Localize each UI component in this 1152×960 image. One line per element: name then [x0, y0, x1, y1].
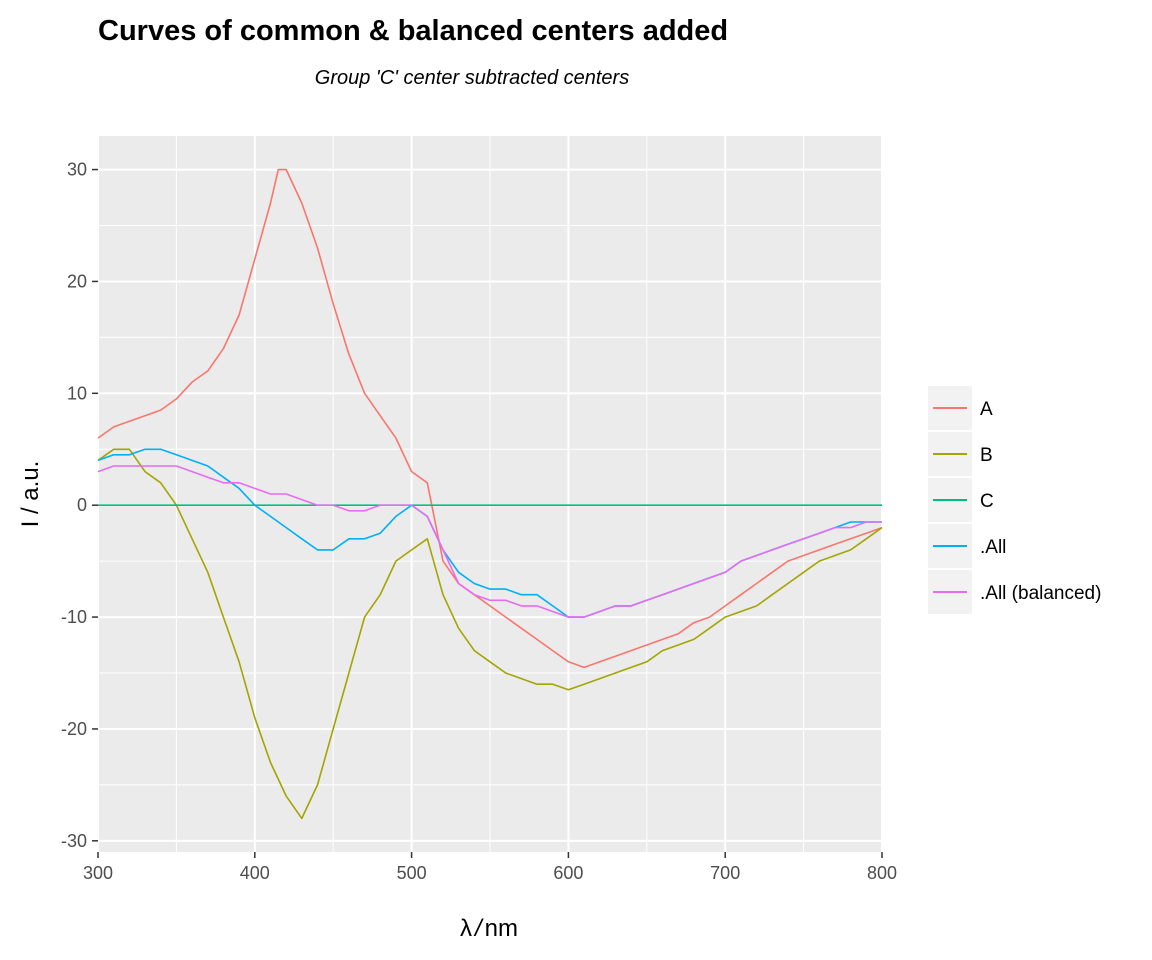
x-tick-label: 700 [710, 863, 740, 883]
legend-label-4: .All (balanced) [980, 583, 1101, 604]
x-axis: 300 400 500 600 700 800 [83, 852, 897, 883]
legend-label-1: B [980, 445, 993, 466]
chart-title: Curves of common & balanced centers adde… [98, 15, 728, 47]
series-layer [97, 168, 883, 820]
y-tick-label: 10 [67, 383, 87, 403]
y-axis-label: I / a.u. [17, 461, 44, 528]
x-axis-label-separator: / [473, 915, 484, 942]
minor-gridlines [98, 136, 882, 852]
x-tick-label: 500 [397, 863, 427, 883]
y-tick-label: -10 [61, 607, 87, 627]
y-tick-label: -30 [61, 831, 87, 851]
x-tick-label: 600 [553, 863, 583, 883]
chart-subtitle: Group 'C' center subtracted centers [315, 67, 629, 89]
y-tick-label: 30 [67, 160, 87, 180]
legend-label-3: .All [980, 537, 1006, 558]
x-axis-label-unit: nm [485, 915, 518, 942]
x-axis-label-symbol: λ [460, 915, 472, 942]
series-line-1 [97, 448, 883, 820]
x-tick-label: 300 [83, 863, 113, 883]
legend-label-2: C [980, 491, 994, 512]
legend: A B C .All .All (balanced) [928, 386, 1101, 614]
y-tick-label: 0 [77, 495, 87, 515]
legend-label-0: A [980, 399, 993, 420]
x-tick-label: 400 [240, 863, 270, 883]
y-axis: -30 -20 -10 0 10 20 30 [61, 160, 98, 851]
y-tick-label: -20 [61, 719, 87, 739]
y-tick-label: 20 [67, 271, 87, 291]
x-axis-label: λ / nm [460, 915, 518, 942]
series-line-4 [97, 465, 882, 618]
x-tick-label: 800 [867, 863, 897, 883]
series-line-0 [97, 168, 883, 669]
